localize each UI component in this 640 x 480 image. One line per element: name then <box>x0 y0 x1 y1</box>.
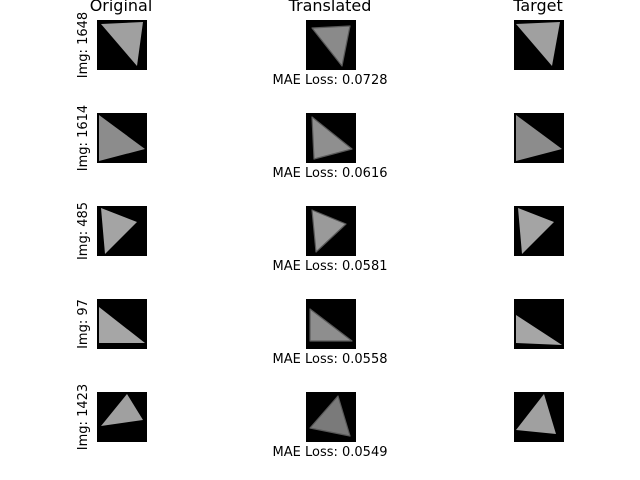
triangle-image <box>309 308 353 342</box>
triangle-shape <box>309 308 353 342</box>
triangle-image <box>311 116 353 160</box>
image-translated <box>306 113 356 163</box>
triangle-image <box>101 208 137 254</box>
triangle-shape <box>516 115 562 161</box>
image-translated <box>306 20 356 70</box>
image-target <box>514 20 564 70</box>
triangle-shape <box>518 208 554 254</box>
triangle-image <box>309 395 351 437</box>
column-title-original: Original <box>89 0 153 15</box>
column-title-target: Target <box>513 0 563 15</box>
image-original <box>97 20 147 70</box>
image-translated <box>306 392 356 442</box>
triangle-shape <box>101 394 143 426</box>
triangle-shape <box>99 115 145 161</box>
triangle-image <box>516 22 560 66</box>
triangle-image <box>311 209 347 253</box>
image-original <box>97 299 147 349</box>
image-translated <box>306 206 356 256</box>
mae-loss-label: MAE Loss: 0.0549 <box>272 445 388 460</box>
image-target <box>514 392 564 442</box>
triangle-image <box>101 394 143 426</box>
triangle-shape <box>311 25 351 67</box>
triangle-image <box>99 115 145 161</box>
mae-loss-label: MAE Loss: 0.0558 <box>272 352 388 367</box>
triangle-shape <box>101 208 137 254</box>
triangle-shape <box>101 22 143 66</box>
triangle-shape <box>516 394 556 434</box>
mae-loss-label: MAE Loss: 0.0728 <box>272 73 388 88</box>
image-target <box>514 299 564 349</box>
triangle-image <box>518 208 554 254</box>
triangle-image <box>516 115 562 161</box>
image-original <box>97 113 147 163</box>
column-title-translated: Translated <box>288 0 372 15</box>
image-target <box>514 113 564 163</box>
triangle-image <box>516 394 556 434</box>
triangle-shape <box>309 395 351 437</box>
triangle-shape <box>99 307 145 343</box>
image-target <box>514 206 564 256</box>
triangle-image <box>99 307 145 343</box>
mae-loss-label: MAE Loss: 0.0581 <box>272 259 388 274</box>
triangle-shape <box>516 22 560 66</box>
image-original <box>97 392 147 442</box>
triangle-shape <box>311 116 353 160</box>
triangle-image <box>516 315 562 345</box>
triangle-shape <box>311 209 347 253</box>
triangle-image <box>311 25 351 67</box>
image-original <box>97 206 147 256</box>
mae-loss-label: MAE Loss: 0.0616 <box>272 166 388 181</box>
triangle-image <box>101 22 143 66</box>
row-label: Img: 1423 <box>76 383 91 451</box>
image-translated <box>306 299 356 349</box>
triangle-shape <box>516 315 562 345</box>
